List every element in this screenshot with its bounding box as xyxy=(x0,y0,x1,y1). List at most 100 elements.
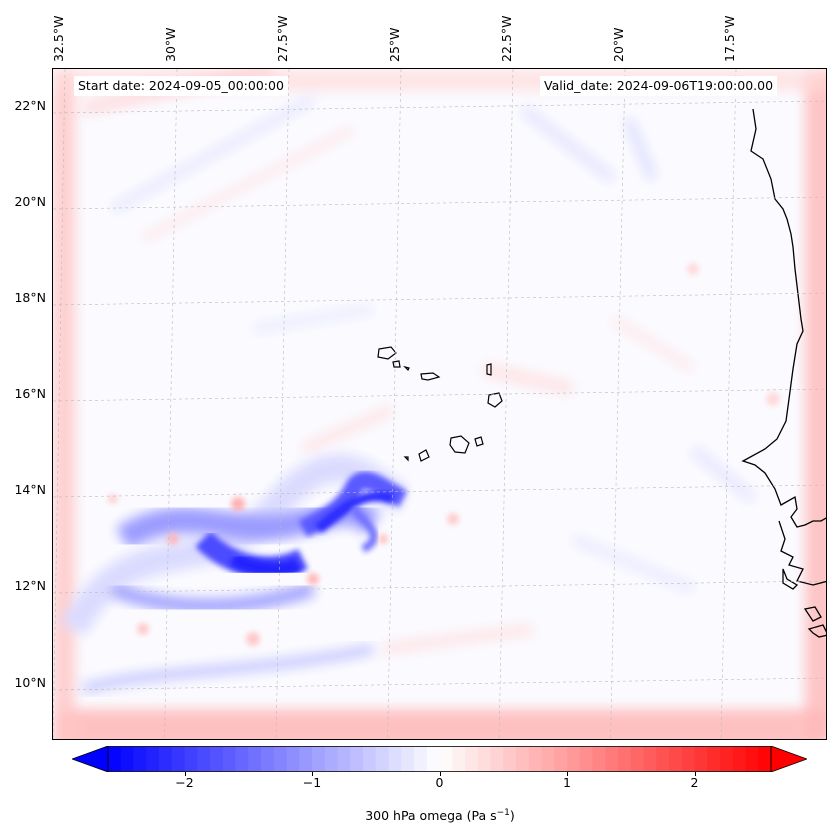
colorbar-tick-mark xyxy=(312,772,313,776)
colorbar-cell xyxy=(426,746,441,772)
colorbar-min-extend xyxy=(72,746,109,772)
colorbar-cell xyxy=(350,746,364,772)
latitude-label: 22°N xyxy=(14,98,46,113)
colorbar-cell xyxy=(567,746,581,772)
colorbar-tick-mark xyxy=(439,772,441,776)
colorbar-cell xyxy=(120,746,135,772)
colorbar-cell xyxy=(197,746,211,772)
map-panel xyxy=(52,68,827,740)
colorbar-cell xyxy=(452,746,466,772)
parallel-gridline xyxy=(53,388,826,402)
colorbar-cell xyxy=(248,746,262,772)
colorbar-cell xyxy=(720,746,734,772)
colorbar-cell xyxy=(490,746,504,772)
colorbar-cell xyxy=(146,746,160,772)
colorbar-tick-label: −2 xyxy=(175,775,194,790)
longitude-label: 27.5°W xyxy=(275,15,290,62)
colorbar-cell xyxy=(210,746,224,772)
colorbar-label-text: 300 hPa omega (Pa s xyxy=(365,808,497,824)
colorbar-cell xyxy=(286,746,300,772)
colorbar-cell xyxy=(159,746,173,772)
colorbar-cell xyxy=(579,746,594,772)
meridian-gridline xyxy=(164,69,178,739)
parallel-gridline xyxy=(53,196,826,210)
colorbar-cell xyxy=(694,746,708,772)
colorbar-cell xyxy=(477,746,492,772)
colorbar-cell xyxy=(605,746,619,772)
colorbar-cell xyxy=(554,746,568,772)
colorbar-max-extend xyxy=(770,746,807,772)
colorbar-tick-label: −1 xyxy=(302,775,322,790)
colorbar-cell xyxy=(516,746,530,772)
latitude-label: 14°N xyxy=(14,482,46,497)
meridian-gridline xyxy=(498,69,514,739)
colorbar-cell xyxy=(414,746,428,772)
colorbar-label-exponent: −1 xyxy=(496,808,510,818)
colorbar-cell xyxy=(630,746,645,772)
colorbar-cell xyxy=(528,746,543,772)
parallel-gridline xyxy=(53,292,826,306)
longitude-label: 32.5°W xyxy=(51,15,66,62)
longitude-label: 30°W xyxy=(163,27,178,62)
colorbar-cell xyxy=(184,746,198,772)
colorbar-cell xyxy=(324,746,339,772)
colorbar-cell xyxy=(669,746,683,772)
colorbar-tick-label: 1 xyxy=(563,775,571,790)
african-coastline xyxy=(741,108,826,638)
longitude-label: 22.5°W xyxy=(499,15,514,62)
longitude-label: 17.5°W xyxy=(722,15,737,62)
colorbar-cell xyxy=(312,746,326,772)
meridian-gridline xyxy=(720,69,737,739)
latitude-label: 16°N xyxy=(14,386,46,401)
colorbar-cell xyxy=(171,746,186,772)
colorbar-cell xyxy=(618,746,632,772)
colorbar-cell xyxy=(401,746,415,772)
colorbar-tick-label: 0 xyxy=(435,775,444,790)
boundary-zone xyxy=(53,69,826,739)
ascent-band xyxy=(60,454,409,694)
background-streaks xyxy=(81,69,757,655)
colorbar-cell xyxy=(388,746,402,772)
parallel-gridline xyxy=(53,100,826,114)
omega-field-map xyxy=(53,69,826,739)
meridian-gridline xyxy=(610,69,626,739)
latitude-label: 18°N xyxy=(14,290,46,305)
colorbar-cell xyxy=(363,746,377,772)
colorbar-cell xyxy=(732,746,747,772)
parallel-gridline xyxy=(53,580,826,594)
start-date-label: Start date: 2024-09-05_00:00:00 xyxy=(74,76,288,96)
colorbar-tick-mark xyxy=(567,772,568,776)
colorbar-tick-mark xyxy=(694,772,696,776)
colorbar-cell xyxy=(108,746,122,772)
colorbar-cell xyxy=(133,746,147,772)
colorbar-cell xyxy=(261,746,275,772)
descent-speckles xyxy=(108,263,780,646)
longitude-label: 20°W xyxy=(611,27,626,62)
colorbar-tick-label: 2 xyxy=(690,775,699,790)
latitude-label: 20°N xyxy=(14,194,46,209)
colorbar-cell xyxy=(337,746,351,772)
latitude-label: 10°N xyxy=(14,675,46,690)
colorbar-cell xyxy=(745,746,759,772)
colorbar-tick-mark xyxy=(184,772,186,776)
colorbar-cell xyxy=(541,746,555,772)
colorbar-label-end: ) xyxy=(509,808,515,824)
colorbar-cell xyxy=(299,746,313,772)
colorbar-label: 300 hPa omega (Pa s−1) xyxy=(0,808,837,823)
meridian-gridline xyxy=(387,69,402,739)
colorbar-cell xyxy=(222,746,237,772)
latitude-label: 12°N xyxy=(14,578,46,593)
colorbar-cell xyxy=(758,746,772,772)
colorbar-cell xyxy=(681,746,696,772)
colorbar xyxy=(72,746,807,772)
colorbar-cell xyxy=(656,746,670,772)
valid-date-label: Valid_date: 2024-09-06T19:00:00.00 xyxy=(540,76,778,96)
colorbar-cell xyxy=(643,746,657,772)
graticule xyxy=(53,69,826,739)
meridian-gridline xyxy=(53,69,66,739)
colorbar-cell xyxy=(465,746,479,772)
colorbar-cell xyxy=(592,746,606,772)
colorbar-cell xyxy=(439,746,453,772)
colorbar-cell xyxy=(375,746,390,772)
parallel-gridline xyxy=(53,677,826,691)
